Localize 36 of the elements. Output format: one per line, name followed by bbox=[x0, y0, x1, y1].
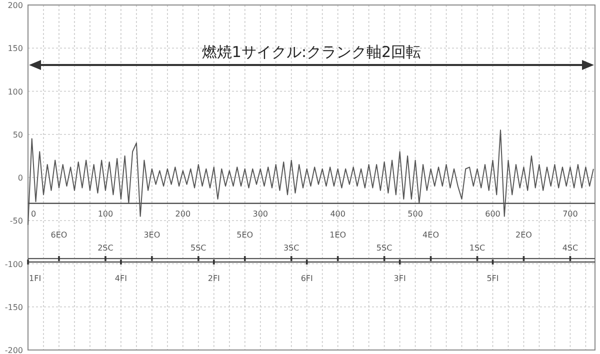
annotation: 6EO bbox=[50, 230, 68, 240]
annotation: 4SC bbox=[562, 244, 578, 253]
x-tick-label: 300 bbox=[252, 209, 268, 218]
y-tick-label: 0 bbox=[18, 174, 23, 182]
annotation: 5SC bbox=[376, 244, 393, 253]
annotation: 2SC bbox=[98, 244, 114, 253]
annotation: 1SC bbox=[469, 244, 486, 253]
annotation: 4FI bbox=[114, 274, 127, 284]
annotation: 3SC bbox=[283, 244, 300, 253]
annotation: 5EO bbox=[236, 230, 254, 240]
y-tick-label: 100 bbox=[8, 87, 23, 96]
annotation: 5SC bbox=[190, 244, 207, 253]
x-tick-label: 700 bbox=[562, 209, 578, 218]
y-tick-label: -200 bbox=[4, 346, 23, 354]
y-tick-label: 150 bbox=[8, 44, 23, 54]
annotation: 3EO bbox=[144, 230, 160, 240]
annotation: 1EO bbox=[330, 230, 346, 240]
annotation: 3FI bbox=[394, 274, 406, 284]
y-tick-label: 200 bbox=[8, 1, 23, 10]
x-tick-label: 500 bbox=[408, 209, 423, 218]
annotation: 5FI bbox=[486, 274, 499, 284]
x-tick-label: 200 bbox=[175, 209, 191, 218]
annotation: 2FI bbox=[208, 274, 220, 284]
y-tick-label: -150 bbox=[4, 302, 23, 312]
x-tick-label: 100 bbox=[98, 209, 114, 218]
annotation: 6FI bbox=[300, 274, 313, 284]
x-tick-label: 600 bbox=[485, 209, 500, 218]
x-tick-label: 0 bbox=[31, 209, 36, 218]
y-tick-label: 50 bbox=[12, 130, 23, 140]
x-tick-label: 400 bbox=[330, 209, 346, 218]
y-tick-label: -50 bbox=[10, 216, 23, 226]
annotation: 4EO bbox=[422, 230, 440, 240]
annotation: 2EO bbox=[516, 230, 532, 240]
annotation: 燃焼1サイクル:クランク軸2回転 bbox=[202, 43, 422, 61]
y-tick-label: -100 bbox=[4, 260, 23, 269]
annotation: 1FI bbox=[29, 274, 42, 284]
